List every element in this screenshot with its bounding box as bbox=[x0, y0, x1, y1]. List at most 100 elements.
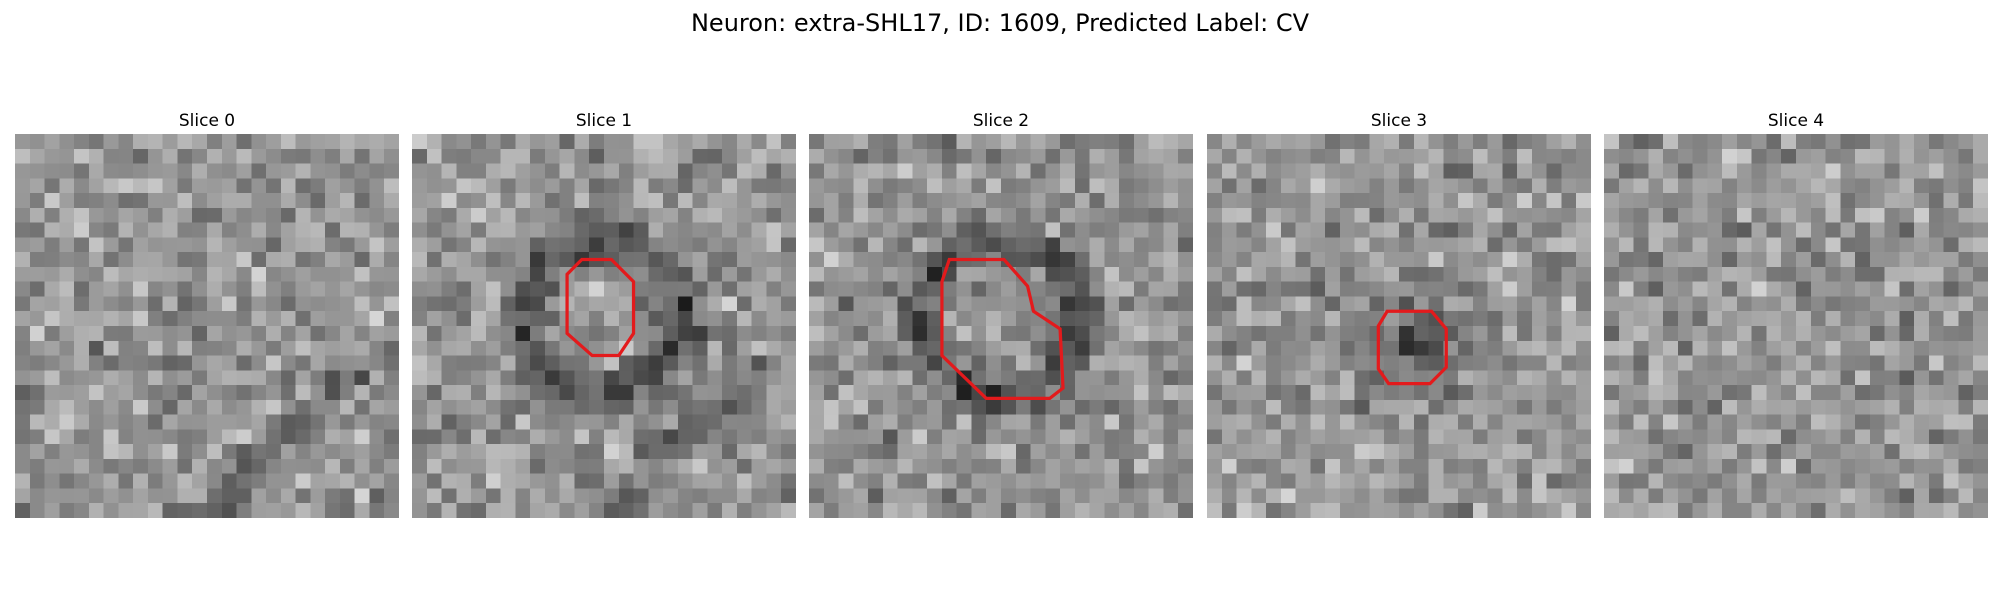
image-pixel bbox=[853, 488, 869, 504]
image-pixel bbox=[147, 252, 163, 268]
image-pixel bbox=[1266, 281, 1282, 297]
image-pixel bbox=[1973, 178, 1988, 194]
image-pixel bbox=[868, 488, 884, 504]
image-pixel bbox=[280, 296, 296, 312]
image-pixel bbox=[1722, 178, 1738, 194]
image-pixel bbox=[897, 503, 913, 518]
image-pixel bbox=[882, 207, 898, 223]
image-pixel bbox=[1178, 252, 1193, 268]
image-pixel bbox=[1295, 148, 1311, 164]
image-pixel bbox=[751, 237, 767, 253]
image-pixel bbox=[956, 503, 972, 518]
image-pixel bbox=[1178, 148, 1193, 164]
image-pixel bbox=[1399, 296, 1415, 312]
image-pixel bbox=[192, 429, 208, 445]
image-pixel bbox=[956, 399, 972, 415]
image-pixel bbox=[1884, 148, 1900, 164]
image-pixel bbox=[1384, 207, 1400, 223]
image-pixel bbox=[1781, 134, 1797, 150]
image-pixel bbox=[1251, 429, 1267, 445]
image-pixel bbox=[1810, 503, 1826, 518]
image-pixel bbox=[251, 414, 267, 430]
image-pixel bbox=[1487, 326, 1503, 342]
image-pixel bbox=[853, 473, 869, 489]
image-pixel bbox=[707, 503, 723, 518]
image-pixel bbox=[162, 473, 178, 489]
image-pixel bbox=[1736, 370, 1752, 386]
image-pixel bbox=[456, 178, 472, 194]
image-pixel bbox=[1399, 340, 1415, 356]
image-pixel bbox=[1280, 444, 1296, 460]
image-pixel bbox=[162, 385, 178, 401]
image-pixel bbox=[1060, 163, 1076, 179]
image-pixel bbox=[426, 444, 442, 460]
image-pixel bbox=[544, 163, 560, 179]
image-pixel bbox=[1325, 252, 1341, 268]
image-pixel bbox=[751, 178, 767, 194]
image-pixel bbox=[722, 355, 738, 371]
image-pixel bbox=[471, 237, 487, 253]
image-pixel bbox=[1295, 503, 1311, 518]
image-pixel bbox=[692, 193, 708, 209]
image-pixel bbox=[1707, 340, 1723, 356]
image-pixel bbox=[1796, 148, 1812, 164]
image-pixel bbox=[823, 370, 839, 386]
image-pixel bbox=[456, 340, 472, 356]
image-pixel bbox=[515, 311, 531, 327]
image-pixel bbox=[1310, 193, 1326, 209]
image-pixel bbox=[15, 429, 31, 445]
image-pixel bbox=[1104, 178, 1120, 194]
image-pixel bbox=[618, 222, 634, 238]
image-pixel bbox=[838, 355, 854, 371]
image-pixel bbox=[1443, 473, 1459, 489]
image-pixel bbox=[1133, 207, 1149, 223]
image-pixel bbox=[1751, 399, 1767, 415]
image-pixel bbox=[1178, 370, 1193, 386]
image-pixel bbox=[1781, 458, 1797, 474]
image-pixel bbox=[1458, 296, 1474, 312]
image-pixel bbox=[59, 222, 75, 238]
image-pixel bbox=[192, 340, 208, 356]
image-pixel bbox=[1825, 473, 1841, 489]
image-pixel bbox=[809, 296, 825, 312]
image-pixel bbox=[1899, 429, 1915, 445]
image-pixel bbox=[589, 222, 605, 238]
image-pixel bbox=[1221, 355, 1237, 371]
image-pixel bbox=[1825, 399, 1841, 415]
image-pixel bbox=[1443, 178, 1459, 194]
image-pixel bbox=[485, 429, 501, 445]
image-pixel bbox=[559, 414, 575, 430]
image-pixel bbox=[1531, 193, 1547, 209]
image-pixel bbox=[88, 193, 104, 209]
image-pixel bbox=[1751, 385, 1767, 401]
image-pixel bbox=[147, 355, 163, 371]
image-pixel bbox=[912, 473, 928, 489]
image-pixel bbox=[1119, 429, 1135, 445]
image-pixel bbox=[471, 458, 487, 474]
image-pixel bbox=[1369, 385, 1385, 401]
image-pixel bbox=[1633, 296, 1649, 312]
image-pixel bbox=[354, 370, 370, 386]
image-pixel bbox=[1899, 296, 1915, 312]
image-pixel bbox=[1148, 207, 1164, 223]
image-pixel bbox=[809, 148, 825, 164]
image-pixel bbox=[766, 488, 782, 504]
image-pixel bbox=[1633, 178, 1649, 194]
image-pixel bbox=[1973, 296, 1988, 312]
image-pixel bbox=[103, 178, 119, 194]
image-pixel bbox=[1943, 503, 1959, 518]
image-pixel bbox=[1869, 473, 1885, 489]
image-pixel bbox=[1207, 414, 1223, 430]
image-pixel bbox=[251, 311, 267, 327]
image-pixel bbox=[648, 458, 664, 474]
image-pixel bbox=[456, 503, 472, 518]
image-pixel bbox=[868, 281, 884, 297]
image-pixel bbox=[29, 488, 45, 504]
image-pixel bbox=[1001, 488, 1017, 504]
image-pixel bbox=[1236, 414, 1252, 430]
image-pixel bbox=[485, 473, 501, 489]
image-pixel bbox=[384, 444, 399, 460]
image-pixel bbox=[1618, 503, 1634, 518]
image-pixel bbox=[1531, 178, 1547, 194]
image-pixel bbox=[1119, 207, 1135, 223]
